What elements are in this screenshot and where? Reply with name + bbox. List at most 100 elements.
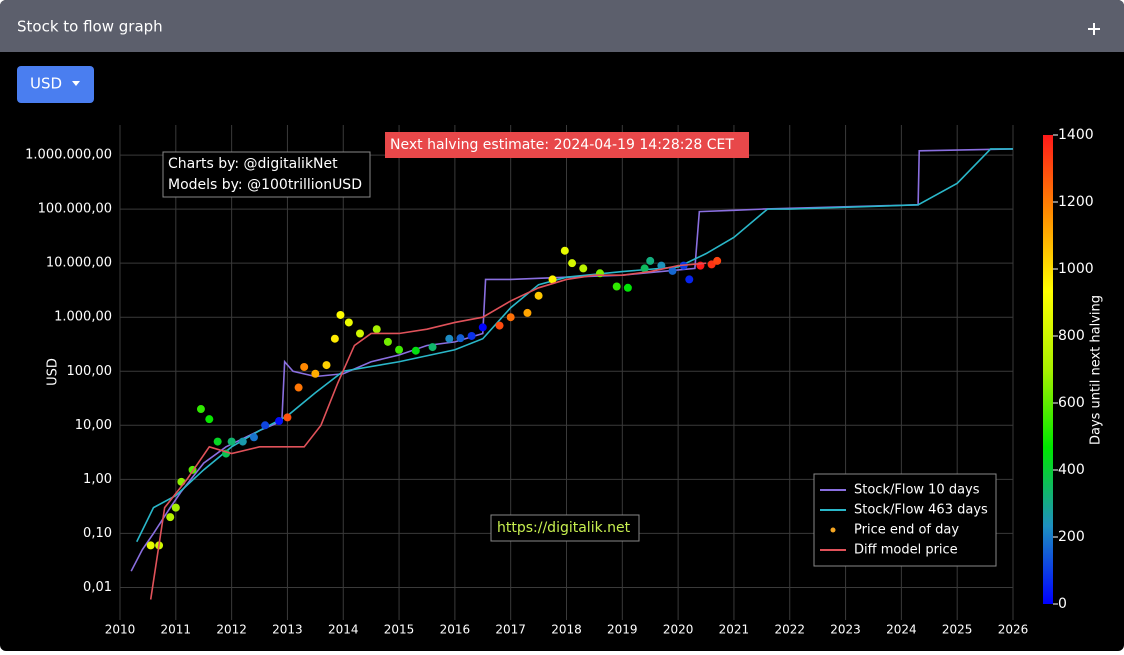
price-point bbox=[238, 437, 247, 446]
x-tick-label: 2011 bbox=[161, 623, 192, 637]
price-point bbox=[506, 313, 515, 322]
price-point bbox=[579, 264, 588, 273]
colorbar-tick-label: 800 bbox=[1058, 328, 1085, 344]
price-point bbox=[467, 331, 476, 340]
y-tick-label: 100.000,00 bbox=[38, 202, 112, 217]
colorbar-tick-label: 1200 bbox=[1058, 194, 1094, 210]
price-point bbox=[646, 256, 655, 265]
x-tick-label: 2012 bbox=[216, 623, 247, 637]
x-tick-label: 2014 bbox=[328, 623, 359, 637]
price-point bbox=[294, 383, 303, 392]
colorbar-tick-label: 1000 bbox=[1058, 261, 1094, 277]
price-point bbox=[395, 345, 404, 354]
y-tick-label: 1,00 bbox=[83, 472, 112, 487]
price-point bbox=[311, 369, 320, 378]
y-axis-label: USD bbox=[46, 358, 61, 386]
series-line bbox=[130, 148, 1014, 572]
x-tick-label: 2017 bbox=[495, 623, 526, 637]
move-icon[interactable] bbox=[1088, 23, 1100, 35]
price-point bbox=[523, 308, 532, 317]
price-point bbox=[171, 503, 180, 512]
price-point bbox=[548, 275, 557, 284]
credits-annotation: Models by: @100trillionUSD bbox=[168, 177, 362, 193]
price-point bbox=[322, 361, 331, 370]
url-box bbox=[490, 514, 640, 542]
price-point bbox=[383, 337, 392, 346]
price-point bbox=[534, 291, 543, 300]
y-tick-label: 100,00 bbox=[67, 364, 113, 379]
x-tick-label: 2015 bbox=[384, 623, 415, 637]
legend-label: Diff model price bbox=[854, 543, 958, 558]
price-point bbox=[300, 362, 309, 371]
y-tick-label: 10,00 bbox=[75, 418, 112, 433]
legend-label: Stock/Flow 10 days bbox=[854, 483, 980, 498]
price-point bbox=[612, 282, 621, 291]
x-tick-label: 2025 bbox=[942, 623, 973, 637]
price-point bbox=[249, 433, 258, 442]
price-point bbox=[196, 405, 205, 414]
currency-button[interactable] bbox=[17, 66, 94, 103]
price-point bbox=[640, 264, 649, 273]
price-point bbox=[336, 310, 345, 319]
x-tick-label: 2024 bbox=[886, 623, 917, 637]
price-point bbox=[411, 346, 420, 355]
colorbar-tick-label: 1400 bbox=[1058, 127, 1094, 143]
y-tick-label: 1.000.000,00 bbox=[25, 148, 112, 163]
colorbar-tick-label: 600 bbox=[1058, 395, 1085, 411]
price-point bbox=[685, 275, 694, 284]
x-tick-label: 2013 bbox=[272, 623, 303, 637]
price-point bbox=[713, 256, 722, 265]
header-bar-base bbox=[0, 40, 1124, 52]
price-point bbox=[478, 323, 487, 332]
halving-box bbox=[385, 132, 749, 158]
price-point bbox=[445, 334, 454, 343]
y-tick-label: 0,10 bbox=[83, 526, 112, 541]
colorbar-tick-label: 400 bbox=[1058, 462, 1085, 478]
price-point bbox=[372, 325, 381, 334]
series-line bbox=[136, 148, 1013, 543]
x-tick-label: 2019 bbox=[607, 623, 638, 637]
colorbar-tick-label: 200 bbox=[1058, 529, 1085, 545]
credits-box bbox=[162, 151, 371, 198]
price-point bbox=[146, 541, 155, 550]
colorbar-label: Days until next halving bbox=[1089, 295, 1104, 445]
price-point bbox=[595, 269, 604, 278]
price-point bbox=[560, 246, 569, 255]
x-tick-label: 2022 bbox=[774, 623, 805, 637]
header-bar bbox=[0, 0, 1124, 52]
legend-label: Price end of day bbox=[854, 523, 959, 538]
price-point bbox=[261, 421, 270, 430]
colorbar-tick-label: 0 bbox=[1058, 596, 1067, 612]
currency-button-label: USD bbox=[30, 75, 62, 93]
price-point bbox=[568, 259, 577, 268]
x-tick-label: 2010 bbox=[105, 623, 136, 637]
y-tick-label: 10.000,00 bbox=[46, 256, 112, 271]
price-point bbox=[668, 266, 677, 275]
x-tick-label: 2026 bbox=[998, 623, 1029, 637]
price-point bbox=[344, 318, 353, 327]
price-point bbox=[456, 334, 465, 343]
x-tick-label: 2016 bbox=[440, 623, 471, 637]
legend-marker bbox=[830, 527, 836, 533]
url-annotation: https://digitalik.net bbox=[497, 520, 631, 536]
x-tick-label: 2021 bbox=[719, 623, 750, 637]
price-point bbox=[213, 437, 222, 446]
y-tick-label: 0,01 bbox=[83, 580, 112, 595]
x-tick-label: 2018 bbox=[551, 623, 582, 637]
price-point bbox=[205, 415, 214, 424]
header-title: Stock to flow graph bbox=[17, 18, 163, 36]
price-point bbox=[275, 417, 284, 426]
price-point bbox=[355, 329, 364, 338]
price-point bbox=[623, 283, 632, 292]
halving-annotation: Next halving estimate: 2024-04-19 14:28:… bbox=[390, 137, 734, 153]
price-point bbox=[495, 321, 504, 330]
x-tick-label: 2020 bbox=[663, 623, 694, 637]
price-point bbox=[657, 261, 666, 270]
price-point bbox=[227, 437, 236, 446]
x-tick-label: 2023 bbox=[830, 623, 861, 637]
price-point bbox=[166, 513, 175, 522]
dropdown-caret bbox=[72, 81, 80, 86]
colorbar bbox=[1043, 135, 1053, 604]
price-point bbox=[330, 334, 339, 343]
